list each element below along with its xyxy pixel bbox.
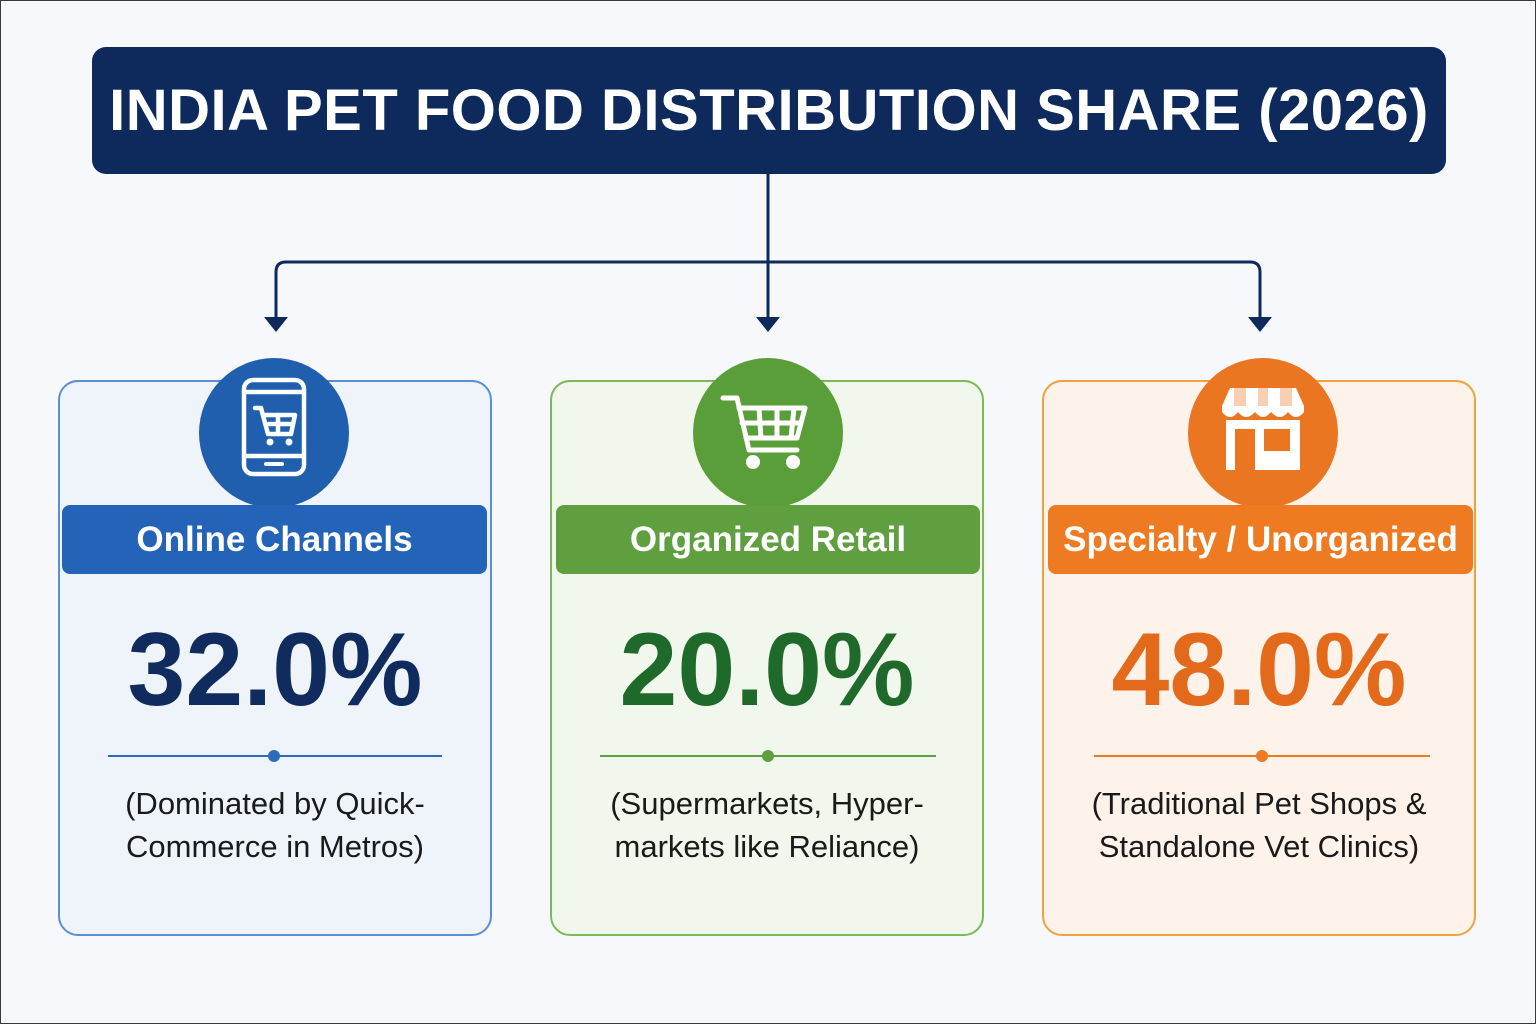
arrowhead-right — [1248, 317, 1272, 332]
title-banner: INDIA PET FOOD DISTRIBUTION SHARE (2026) — [92, 47, 1446, 174]
organized-retail-description: (Supermarkets, Hyper- markets like Relia… — [550, 782, 984, 868]
organized-retail-label: Organized Retail — [556, 505, 980, 574]
shopping-cart-icon — [720, 395, 808, 469]
specialty-divider-dot — [1256, 750, 1268, 762]
online-channels-label: Online Channels — [62, 505, 487, 574]
retail-icon-badge — [693, 358, 843, 508]
online-channels-share: 32.0% — [127, 612, 423, 728]
desc-line: (Traditional Pet Shops & — [1091, 786, 1427, 821]
mobile-shopping-cart-icon — [241, 377, 307, 477]
arrowhead-center — [756, 317, 780, 332]
branch-line — [274, 260, 1262, 318]
storefront-icon — [1222, 388, 1304, 470]
desc-line: Commerce in Metros) — [126, 829, 424, 864]
online-channels-description: (Dominated by Quick- Commerce in Metros) — [58, 782, 492, 868]
online-icon-badge — [199, 358, 349, 508]
desc-line: Standalone Vet Clinics) — [1098, 829, 1420, 864]
specialty-unorganized-description: (Traditional Pet Shops & Standalone Vet … — [1042, 782, 1476, 868]
specialty-icon-badge — [1188, 358, 1338, 508]
online-divider-dot — [268, 750, 280, 762]
organized-retail-share: 20.0% — [619, 612, 915, 728]
desc-line: (Dominated by Quick- — [125, 786, 425, 821]
retail-divider-dot — [762, 750, 774, 762]
specialty-unorganized-share: 48.0% — [1111, 612, 1407, 728]
desc-line: (Supermarkets, Hyper- — [610, 786, 924, 821]
arrowhead-left — [264, 317, 288, 332]
page-title: INDIA PET FOOD DISTRIBUTION SHARE (2026) — [109, 78, 1429, 143]
desc-line: markets like Reliance) — [614, 829, 920, 864]
specialty-unorganized-label: Specialty / Unorganized — [1048, 505, 1473, 574]
